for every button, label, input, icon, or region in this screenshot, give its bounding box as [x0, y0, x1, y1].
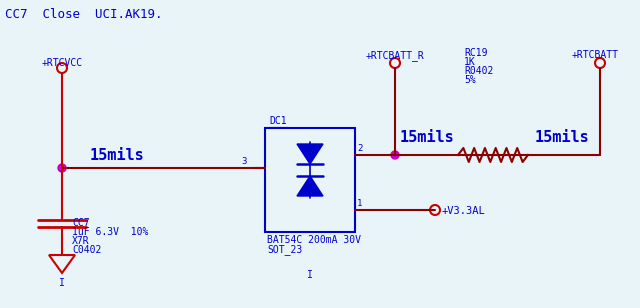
Text: +RTCBATT: +RTCBATT	[572, 50, 619, 60]
Text: 2: 2	[357, 144, 362, 153]
Circle shape	[58, 164, 66, 172]
Text: +V3.3AL: +V3.3AL	[441, 206, 484, 216]
Text: RC19: RC19	[464, 48, 488, 58]
Text: X7R: X7R	[72, 236, 90, 246]
Text: CC7  Close  UCI.AK19.: CC7 Close UCI.AK19.	[5, 8, 163, 21]
Text: DC1: DC1	[269, 116, 287, 126]
Text: 3: 3	[242, 157, 247, 166]
Circle shape	[391, 151, 399, 159]
Polygon shape	[297, 144, 323, 164]
Text: 15mils: 15mils	[535, 130, 589, 145]
Text: 5%: 5%	[464, 75, 476, 85]
Bar	[265, 128, 355, 232]
Text: I: I	[59, 278, 65, 288]
Text: 1: 1	[357, 199, 362, 208]
Text: CC7: CC7	[72, 218, 90, 228]
Text: +RTCBATT_R: +RTCBATT_R	[366, 50, 425, 61]
Text: BAT54C 200mA 30V: BAT54C 200mA 30V	[267, 235, 361, 245]
Text: R0402: R0402	[464, 66, 493, 76]
Text: 1K: 1K	[464, 57, 476, 67]
Polygon shape	[297, 176, 323, 196]
Text: +RTCVCC: +RTCVCC	[42, 58, 83, 68]
Text: I: I	[307, 270, 313, 280]
Text: C0402: C0402	[72, 245, 101, 255]
Text: 1uF 6.3V  10%: 1uF 6.3V 10%	[72, 227, 148, 237]
Text: 15mils: 15mils	[400, 130, 455, 145]
Text: SOT_23: SOT_23	[267, 244, 302, 255]
Text: 15mils: 15mils	[90, 148, 145, 163]
